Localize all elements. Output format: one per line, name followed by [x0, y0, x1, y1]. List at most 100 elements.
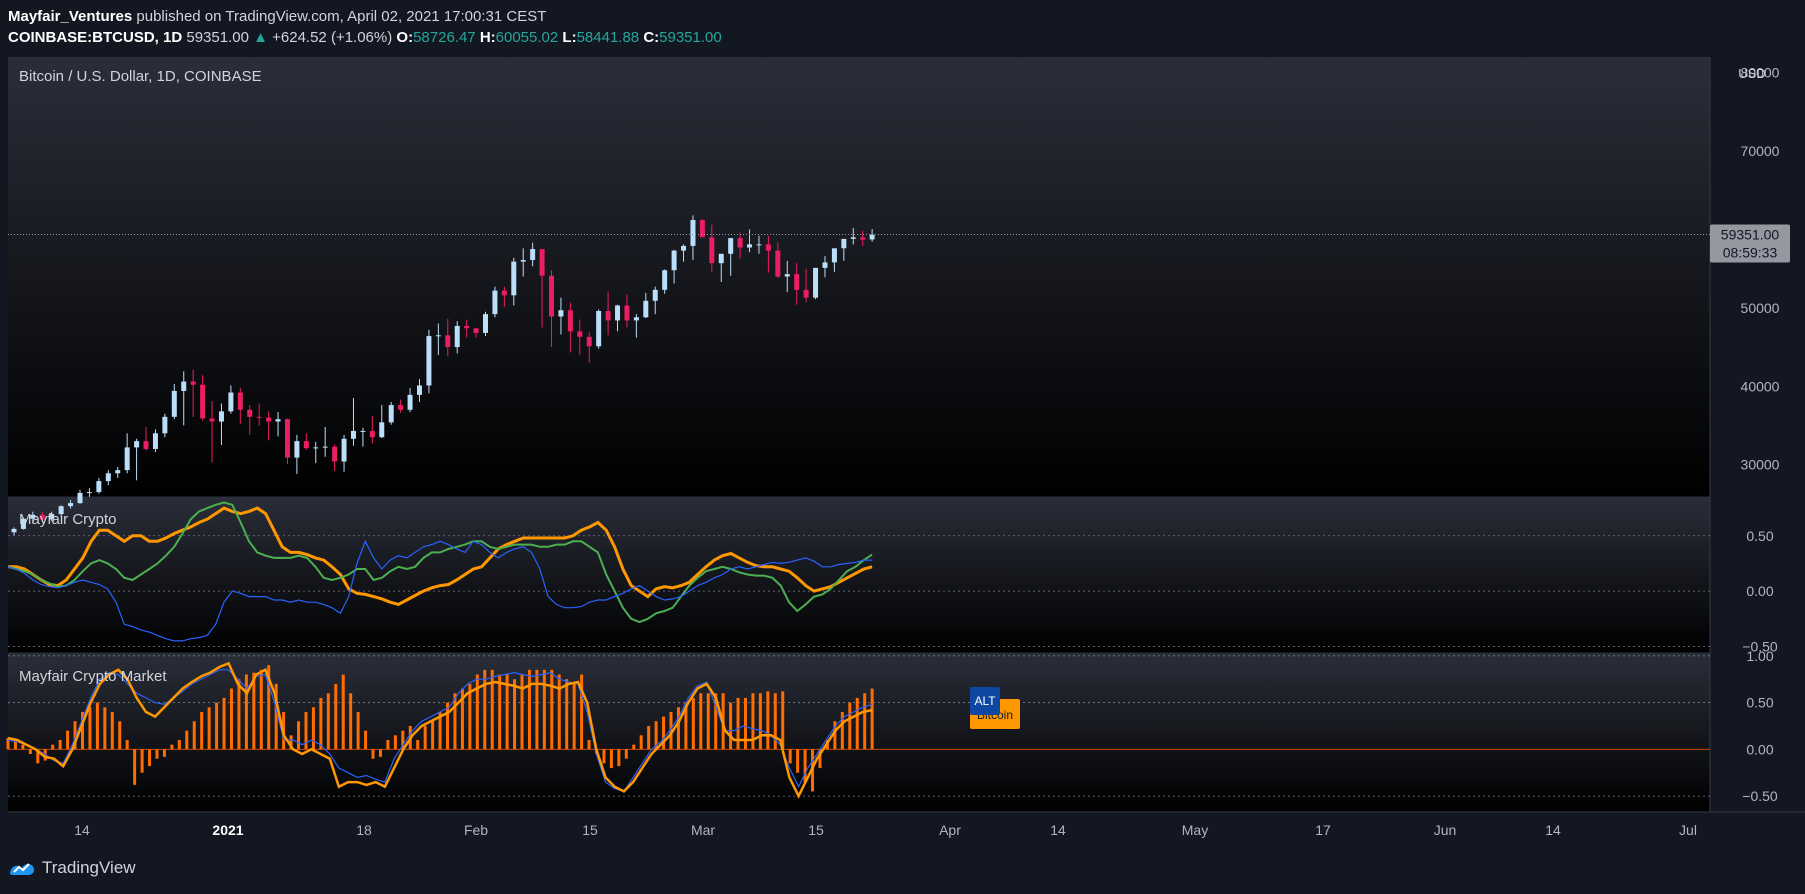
candle-body [303, 441, 309, 449]
ind2-hist-bar [21, 744, 25, 750]
ind2-hist-bar [140, 749, 144, 773]
ind2-tick-label: 0.00 [1746, 741, 1773, 757]
candle-body [671, 250, 677, 271]
ind2-hist-bar [222, 697, 226, 750]
ind2-hist-bar [215, 702, 219, 750]
price-tick-label: 50000 [1741, 300, 1780, 316]
ind2-hist-bar [326, 693, 330, 750]
ind2-hist-bar [714, 693, 718, 750]
ind2-hist-bar [654, 721, 658, 750]
candle-body [190, 381, 196, 385]
ind2-hist-bar [311, 707, 315, 750]
candle-body [39, 514, 45, 520]
candle-body [275, 419, 281, 422]
candle-body [332, 446, 338, 462]
ind2-hist-bar [371, 749, 375, 759]
time-tick-label: 14 [1050, 822, 1066, 838]
ind2-hist-bar [51, 744, 55, 750]
candle-body [511, 261, 517, 296]
ind1-tick-label: 0.00 [1746, 583, 1773, 599]
candle-body [416, 385, 422, 395]
ind2-tick-label: 0.50 [1746, 695, 1773, 711]
ind2-pane-bg [8, 653, 1710, 812]
ind2-hist-bar [490, 669, 494, 750]
candle-body [134, 441, 140, 448]
ind2-hist-bar [676, 707, 680, 750]
price-tick-label: 40000 [1741, 378, 1780, 394]
candle-body [30, 514, 36, 519]
ind2-hist-bar [438, 711, 442, 750]
candle-body [869, 234, 875, 240]
candle-body [313, 447, 319, 449]
ind2-hist-bar [781, 691, 785, 750]
candle-body [266, 417, 272, 422]
tradingview-brand[interactable]: TradingView [42, 858, 136, 877]
ind2-hist-bar [356, 711, 360, 750]
ind2-hist-bar [446, 702, 450, 750]
author-name[interactable]: Mayfair_Ventures [8, 8, 133, 25]
up-arrow-icon: ▲ [253, 29, 268, 46]
ind1-tick-label: 0.50 [1746, 528, 1773, 544]
candle-body [690, 220, 696, 246]
price-pane-title: Bitcoin / U.S. Dollar, 1D, COINBASE [19, 68, 262, 85]
candle-body [20, 518, 26, 529]
ind2-hist-bar [274, 683, 278, 750]
ind2-hist-bar [803, 749, 807, 783]
indicator-2-title: Mayfair Crypto Market [19, 668, 167, 685]
ind2-hist-bar [706, 693, 710, 750]
last-price-tag [1710, 224, 1790, 263]
ind2-hist-bar [133, 749, 137, 785]
ind2-hist-bar [550, 669, 554, 750]
currency-label: USD [1738, 66, 1765, 81]
ind2-hist-bar [170, 744, 174, 750]
alt-tag [970, 687, 1000, 715]
candle-body [530, 249, 536, 261]
chart-header: Mayfair_Ventures published on TradingVie… [8, 6, 722, 48]
ind2-hist-bar [855, 697, 859, 750]
candle-body [520, 260, 526, 262]
price-change: +624.52 (+1.06%) [272, 29, 393, 46]
candle-body [294, 441, 300, 458]
ind2-hist-bar [36, 749, 40, 764]
candle-body [96, 481, 102, 493]
candle-body [454, 325, 460, 348]
ind2-hist-bar [662, 716, 666, 750]
candle-body [218, 411, 224, 422]
price-tick-label: 70000 [1741, 143, 1780, 159]
ind2-series-blue [7, 669, 873, 793]
ind2-hist-bar [796, 749, 800, 773]
ind2-hist-bar [229, 688, 233, 750]
ind2-hist-bar [609, 749, 613, 769]
ind2-hist-bar [341, 674, 345, 750]
candle-body [822, 262, 828, 268]
candle-body [841, 238, 847, 249]
ind2-series-orange [7, 661, 873, 799]
time-tick-label: 2021 [212, 822, 243, 838]
price-pane-bg [8, 57, 1710, 496]
time-tick-label: Jul [1679, 822, 1697, 838]
candle-body [435, 335, 441, 337]
candle-body [558, 310, 564, 317]
ind2-hist-bar [565, 679, 569, 750]
ind2-hist-bar [617, 749, 621, 767]
candle-body [247, 409, 253, 417]
candle-body [765, 244, 771, 251]
ind2-hist-bar [624, 749, 628, 759]
ind2-hist-bar [535, 669, 539, 750]
candle-body [577, 331, 583, 337]
candle-body [539, 249, 545, 276]
candle-body [803, 289, 809, 298]
ind2-hist-bar [334, 683, 338, 750]
ind2-hist-bar [118, 721, 122, 750]
ind2-hist-bar [743, 697, 747, 750]
ind2-hist-bar [483, 669, 487, 750]
ind1-series-blue [7, 539, 873, 642]
ind2-hist-bar [669, 711, 673, 750]
low-value: 58441.88 [576, 29, 640, 46]
candle-body [850, 237, 856, 239]
ind2-hist-bar [401, 730, 405, 750]
ind2-hist-bar [684, 702, 688, 750]
candle-body [426, 336, 432, 386]
ind2-hist-bar [267, 665, 271, 750]
